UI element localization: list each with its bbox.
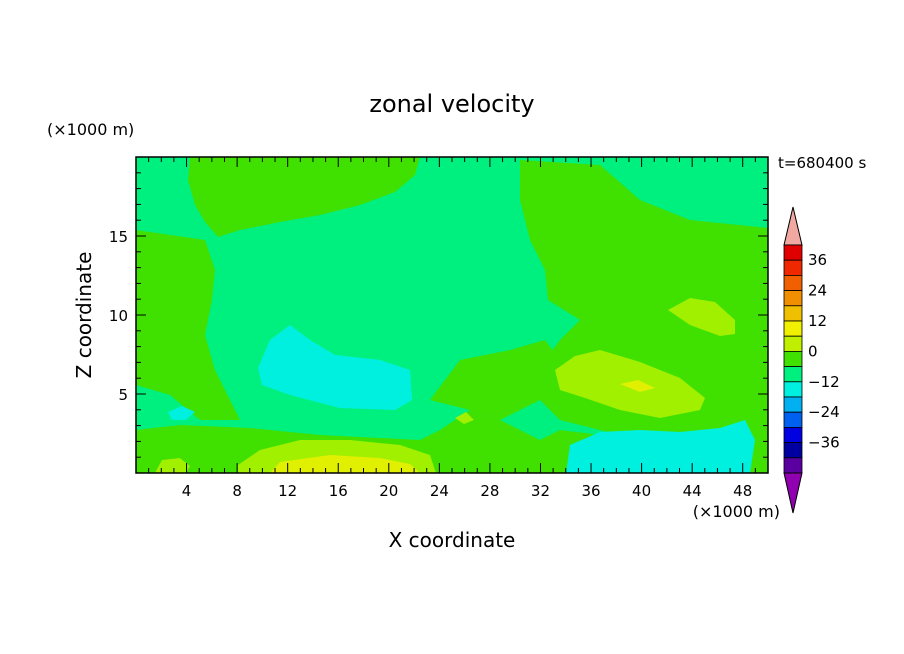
colorbar-box <box>783 335 803 352</box>
x-tick-label: 48 <box>733 482 752 500</box>
colorbar-over-triangle <box>783 206 803 246</box>
x-tick-label: 40 <box>632 482 651 500</box>
contour-mid-connector <box>430 340 560 420</box>
contour-central-core <box>348 374 374 390</box>
contour-right-upper-positive <box>668 298 735 336</box>
x-tick-label: 12 <box>278 482 297 500</box>
y-tick-label: 5 <box>118 386 128 404</box>
time-label: t=680400 s <box>778 154 866 172</box>
y-tick-label: 10 <box>109 307 128 325</box>
colorbar-box <box>783 396 803 413</box>
contour-upper-band <box>188 157 420 237</box>
colorbar-under-triangle <box>783 472 803 514</box>
y-axis-label: Z coordinate <box>72 252 96 379</box>
colorbar-label: 36 <box>808 251 827 269</box>
x-tick-label: 24 <box>430 482 449 500</box>
x-units-label: (×1000 m) <box>693 502 780 521</box>
contour-right-lower-weak <box>566 420 755 473</box>
colorbar-box <box>783 259 803 276</box>
x-tick-label: 4 <box>182 482 192 500</box>
x-tick-label: 32 <box>531 482 550 500</box>
colorbar-box <box>783 274 803 291</box>
colorbar-box <box>783 442 803 459</box>
contour-bottom-positive-core <box>270 455 420 473</box>
colorbar-box <box>783 244 803 261</box>
y-units-label: (×1000 m) <box>47 120 134 139</box>
colorbar: 36 24 12 0 −12 −24 −36 <box>783 206 840 514</box>
chart-title: zonal velocity <box>369 90 534 118</box>
contour-plot-area <box>136 157 768 473</box>
colorbar-box <box>783 305 803 322</box>
colorbar-box <box>783 426 803 443</box>
contour-bottom-left-positive <box>155 458 190 473</box>
colorbar-label: −12 <box>808 373 840 391</box>
axis-ticks <box>136 157 768 473</box>
x-tick-label: 16 <box>329 482 348 500</box>
colorbar-label: 0 <box>808 342 818 360</box>
colorbar-label: 24 <box>808 282 827 300</box>
x-tick-label: 28 <box>480 482 499 500</box>
colorbar-box <box>783 381 803 398</box>
contour-left-column <box>136 230 240 420</box>
x-tick-label: 36 <box>581 482 600 500</box>
contour-central-weak <box>258 325 412 410</box>
x-axis-label: X coordinate <box>389 528 516 552</box>
contour-small-positive <box>455 412 474 424</box>
contour-right-mid-core <box>620 380 655 392</box>
x-tick-label: 44 <box>683 482 702 500</box>
colorbar-box <box>783 411 803 428</box>
colorbar-label: 12 <box>808 312 827 330</box>
colorbar-label: −36 <box>808 434 840 452</box>
colorbar-box <box>783 350 803 367</box>
x-tick-label: 20 <box>379 482 398 500</box>
colorbar-label: −24 <box>808 403 840 421</box>
colorbar-box <box>783 366 803 383</box>
colorbar-box <box>783 457 803 474</box>
y-tick-label: 15 <box>109 228 128 246</box>
colorbar-box <box>783 290 803 307</box>
colorbar-box <box>783 320 803 337</box>
contour-left-lower-weak <box>168 406 195 420</box>
x-tick-label: 8 <box>232 482 242 500</box>
